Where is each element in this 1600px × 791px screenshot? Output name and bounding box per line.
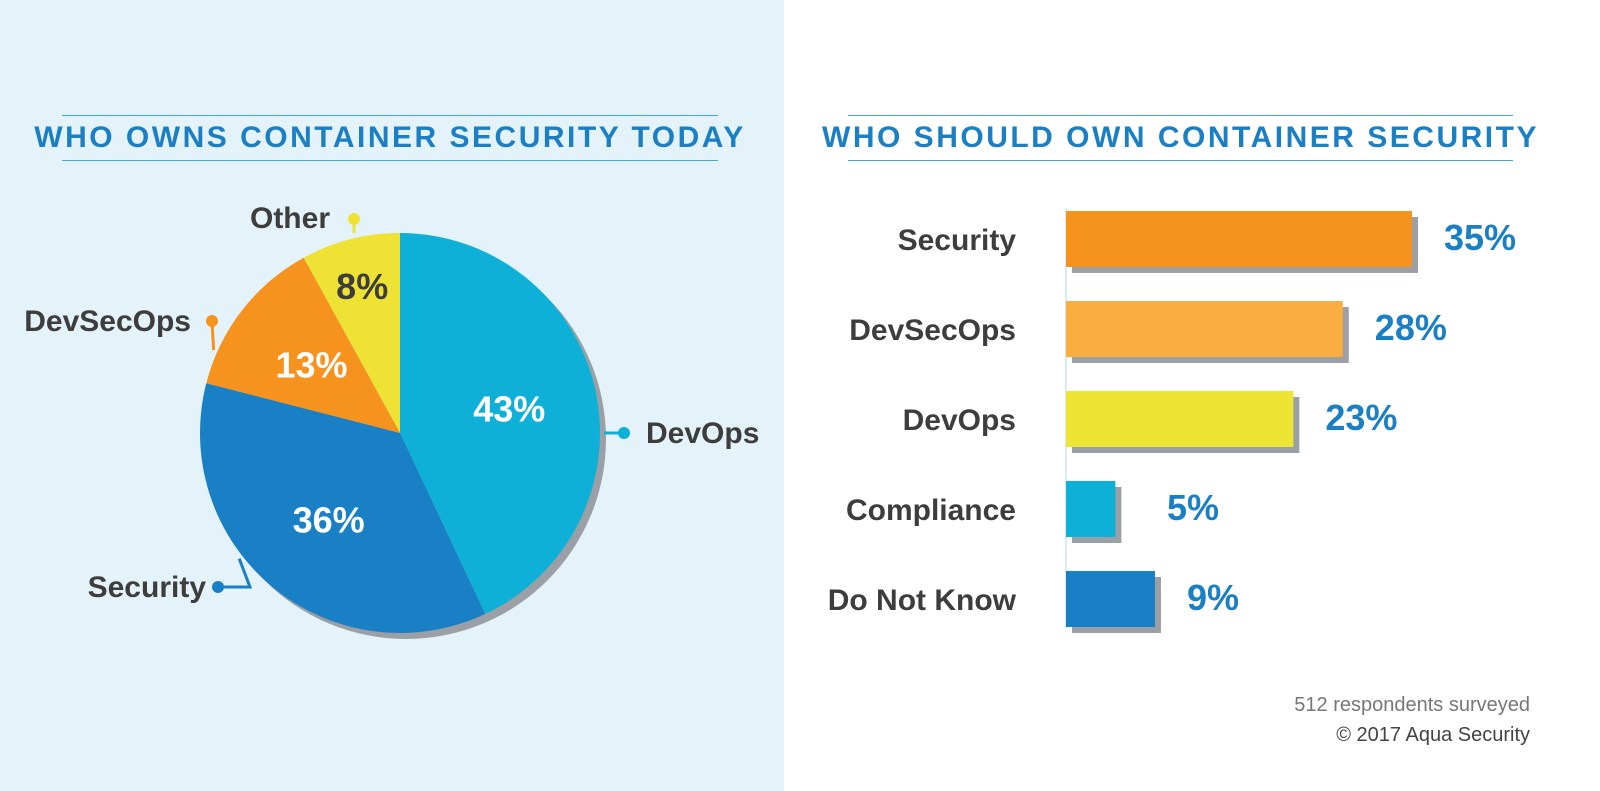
pie-chart: 43% DevOps 36% Security 13% DevSecOps 8%Other [24,202,759,639]
bar-compliance [1066,481,1116,537]
bar-value-label-do-not-know: 9% [1187,577,1239,618]
bar-category-label-devsecops: DevSecOps [849,314,1016,347]
pie-slice-security [200,383,486,633]
bar-value-label-devops: 23% [1325,397,1397,438]
bar-category-label-devops: DevOps [903,404,1016,437]
bar-do-not-know [1066,571,1155,627]
bar-security [1066,211,1412,267]
bar-devsecops [1066,301,1343,357]
copyright-note: © 2017 Aqua Security [1336,724,1530,746]
bar-value-label-devsecops: 28% [1375,307,1447,348]
respondents-note: 512 respondents surveyed [1294,694,1530,716]
pie-value-label-other: 8% [336,266,388,307]
pie-category-label-devsecops: DevSecOps [24,305,191,338]
bar-value-label-security: 35% [1444,217,1516,258]
pie-value-label-devops: 43% [473,389,545,430]
bar-devops [1066,391,1294,447]
bar-chart-title-text: WHO SHOULD OWN CONTAINER SECURITY [822,121,1539,154]
pie-category-label-devops: DevOps [646,417,759,450]
pie-leader-dot-other [348,213,360,225]
bar-category-label-do-not-know: Do Not Know [828,584,1017,617]
pie-slice-devops [400,233,600,614]
pie-category-label-security: Security [88,571,207,604]
pie-leader-line-security [218,558,253,589]
pie-value-label-security: 36% [293,499,365,540]
bar-chart-title: WHO SHOULD OWN CONTAINER SECURITY [822,115,1536,161]
pie-chart-title: WHO OWNS CONTAINER SECURITY TODAY [34,115,743,161]
bar-category-label-compliance: Compliance [846,494,1016,527]
bar-value-label-compliance: 5% [1167,487,1219,528]
pie-leader-dot-security [212,581,224,593]
pie-category-label-other: Other [250,202,330,235]
pie-slice-other [303,233,400,433]
pie-value-label-devsecops: 13% [275,344,347,385]
pie-slice-devsecops [206,257,400,433]
bar-category-label-security: Security [898,224,1017,257]
bar-chart: Security 35% DevSecOps 28% DevOps 23% Complian… [828,208,1516,633]
pie-leader-dot-devops [618,427,630,439]
pie-leader-dot-devsecops [206,315,218,327]
pie-chart-title-text: WHO OWNS CONTAINER SECURITY TODAY [34,121,746,154]
